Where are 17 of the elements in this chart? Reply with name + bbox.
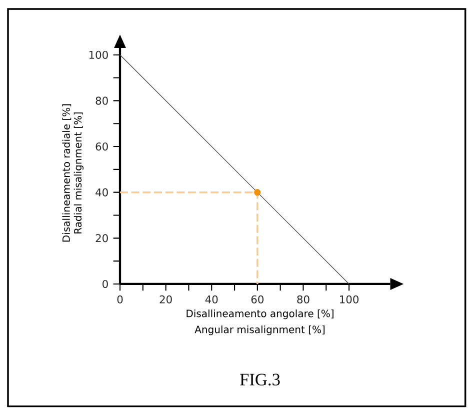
- y-tick-label: 20: [96, 234, 108, 242]
- x-tick-label: 100: [340, 295, 359, 304]
- caption: FIG.3: [240, 374, 280, 386]
- text: Radial misalignment [%]: [74, 112, 84, 234]
- y-tick-label: 100: [89, 50, 108, 59]
- y-tick-label: 60: [96, 142, 108, 151]
- x-tick-label: 80: [297, 295, 310, 304]
- text: Angular misalignment [%]: [194, 325, 325, 336]
- y-tick-label: 80: [96, 96, 108, 105]
- y-tick-label: 0: [102, 280, 108, 288]
- x-tick-label: 60: [251, 295, 264, 304]
- x-tick-label: 20: [160, 295, 172, 304]
- y-tick-label: 40: [96, 188, 108, 196]
- x-tick-label: 0: [117, 295, 123, 304]
- y-axis-title: Disallineamento radiale [%]: [62, 104, 72, 242]
- x-axis-title: Disallineamento angolare [%]: [186, 309, 334, 320]
- x-tick-label: 40: [205, 295, 218, 304]
